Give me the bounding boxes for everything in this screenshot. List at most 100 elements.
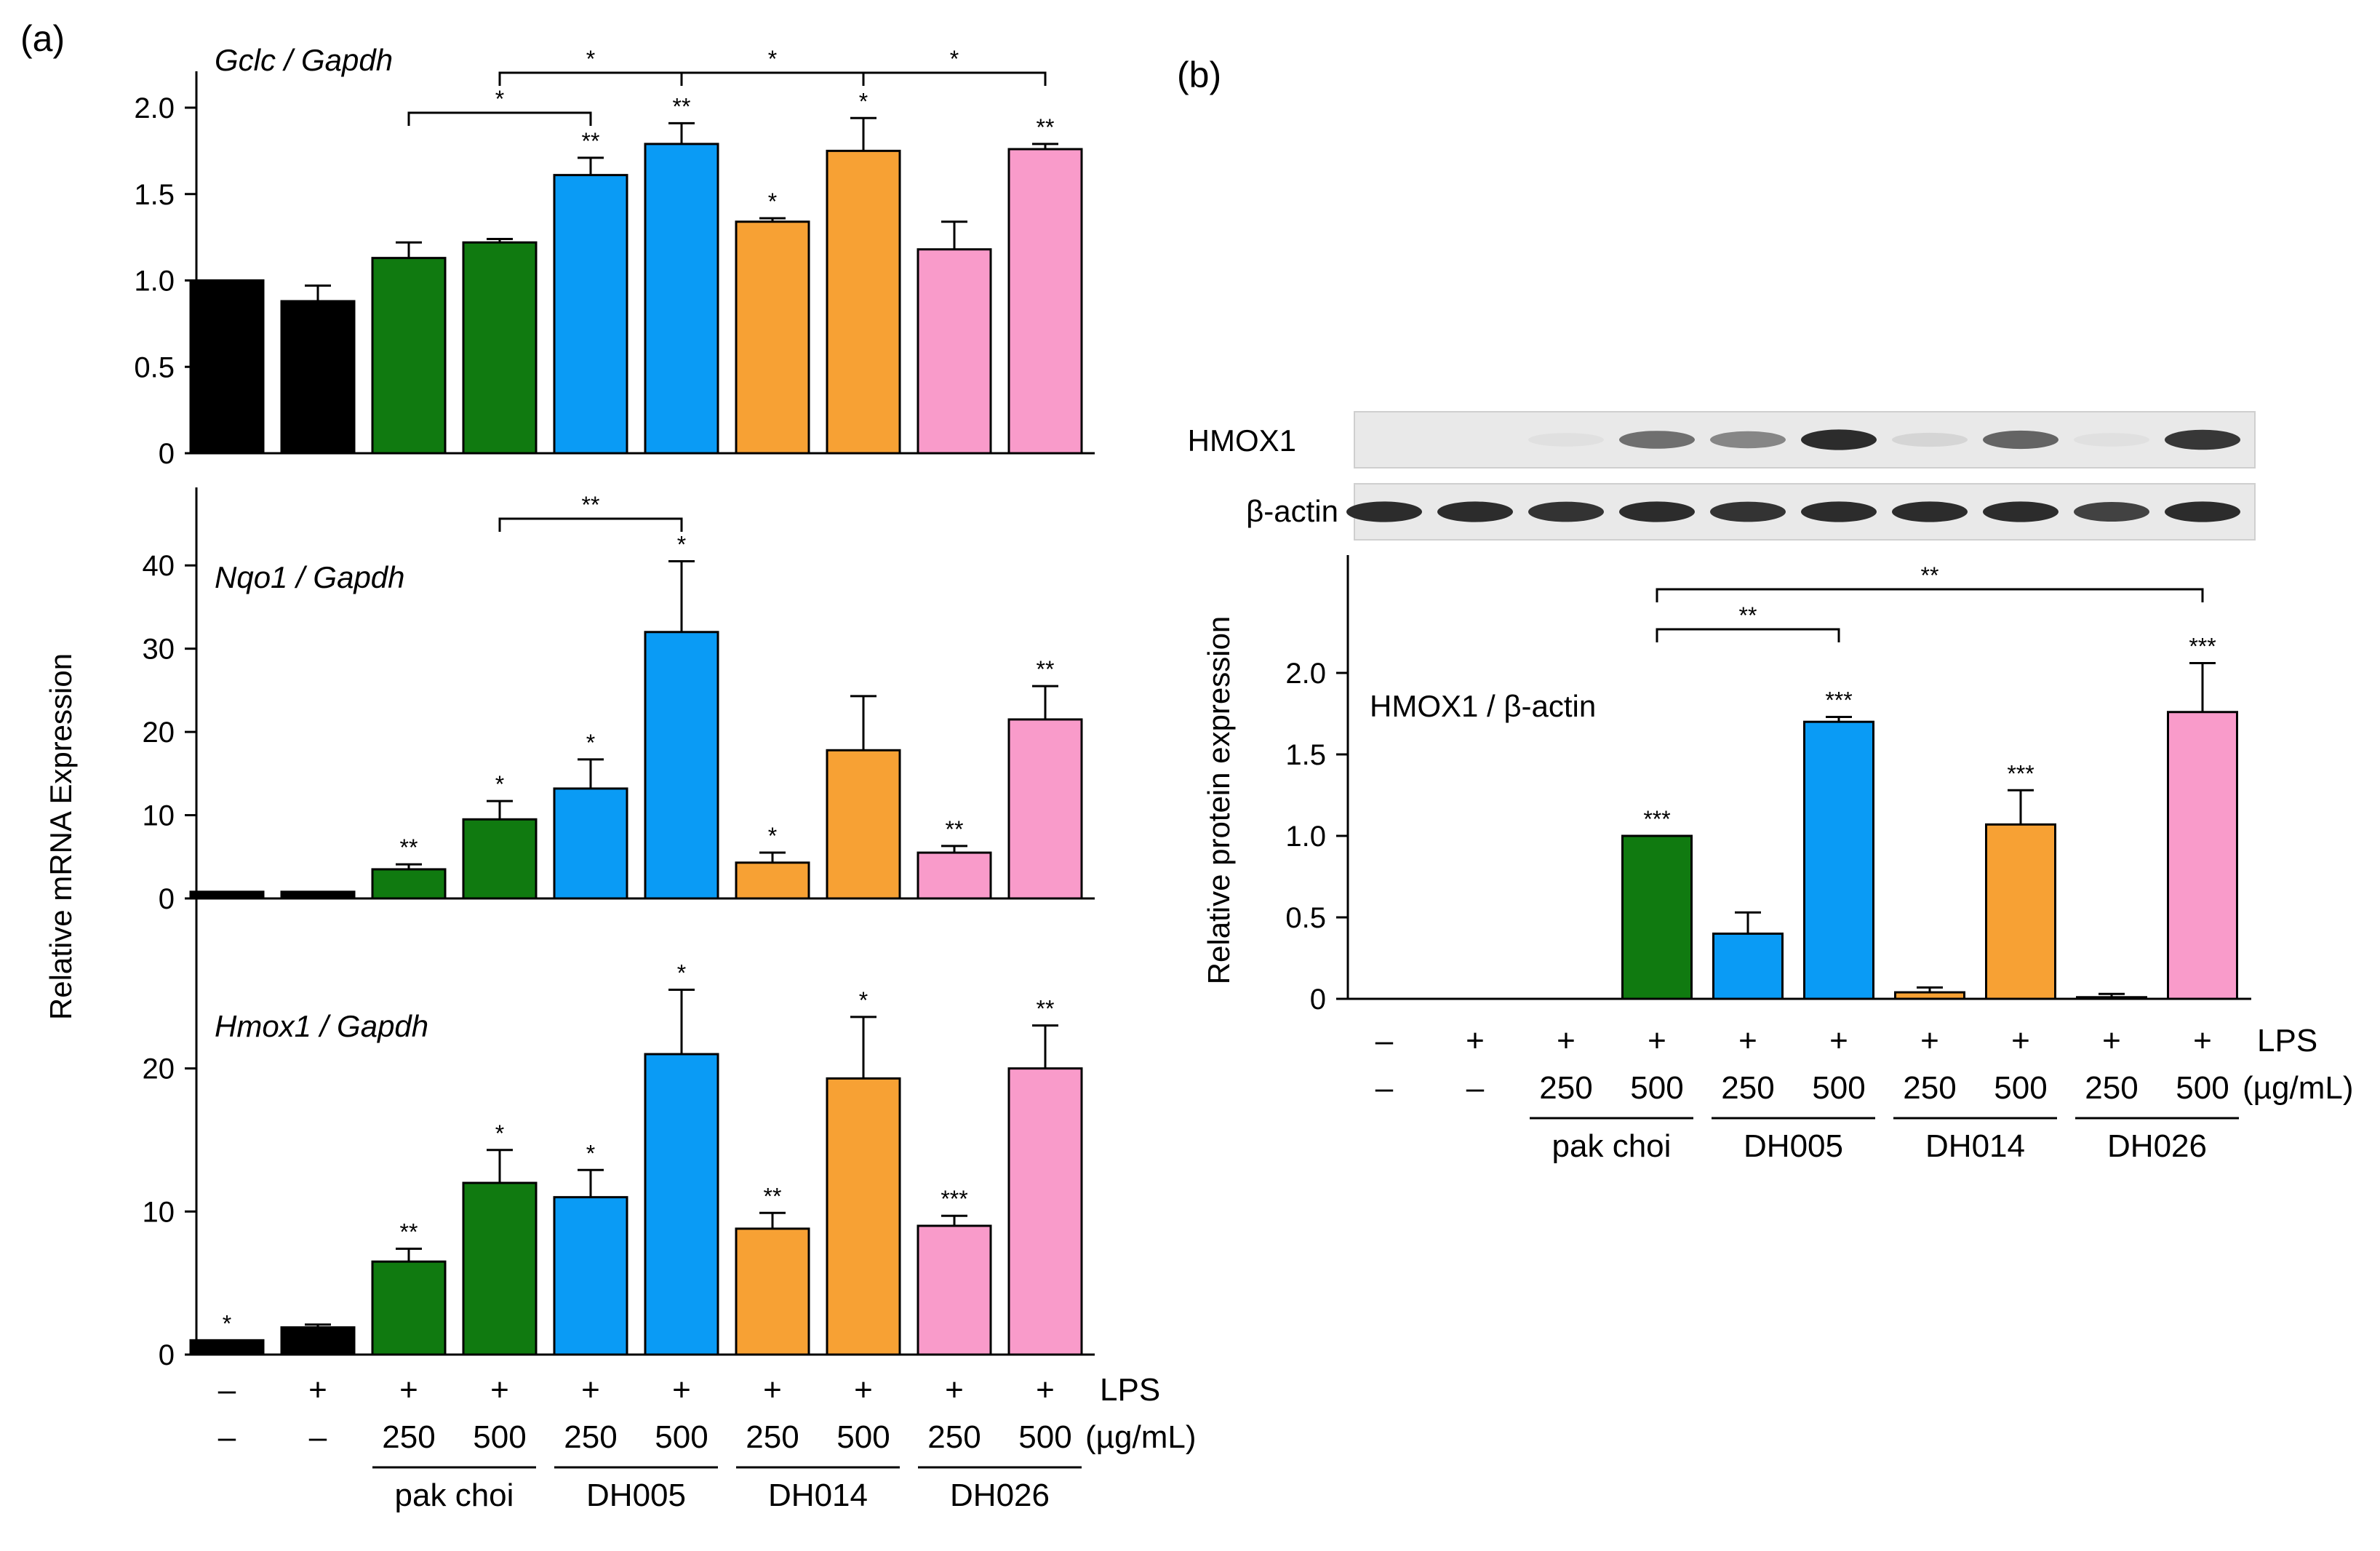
group-label: pak choi: [1552, 1128, 1672, 1164]
bar: [917, 851, 992, 900]
lps-condition: +: [2011, 1023, 2030, 1058]
significance-label: **: [1037, 114, 1055, 140]
dose-condition: –: [1375, 1070, 1394, 1106]
lps-condition: –: [218, 1372, 236, 1408]
dose-condition: 500: [1994, 1070, 2047, 1106]
dose-condition: 250: [1539, 1070, 1592, 1106]
bar: [371, 257, 447, 455]
dose-condition: –: [218, 1419, 236, 1455]
bar: [2076, 996, 2147, 1000]
y-tick-label: 0.5: [1285, 902, 1326, 934]
dose-condition: 250: [382, 1419, 435, 1455]
bar: [826, 749, 901, 900]
y-tick-label: 2.0: [1285, 658, 1326, 690]
chart-title: Gclc / Gapdh: [215, 43, 393, 77]
lps-condition: +: [1557, 1023, 1576, 1058]
bar: [1803, 720, 1874, 1000]
significance-label: *: [586, 730, 595, 756]
blot-band: [1710, 501, 1786, 522]
lps-condition: +: [2193, 1023, 2212, 1058]
dose-condition: 500: [836, 1419, 890, 1455]
dose-condition: 250: [1721, 1070, 1774, 1106]
chart-title: Nqo1 / Gapdh: [215, 560, 405, 594]
comparison-label: *: [950, 46, 959, 72]
dose-condition: 500: [1812, 1070, 1865, 1106]
lps-condition: +: [581, 1372, 600, 1408]
western-blot: HMOX1 β-actin: [1188, 411, 2256, 541]
significance-label: **: [673, 93, 691, 119]
bar: [371, 1260, 447, 1356]
blot-band: [1892, 432, 1968, 447]
dose-condition: –: [309, 1419, 327, 1455]
bar: [462, 1181, 538, 1356]
comparison-bracket: [498, 517, 683, 532]
lps-condition: +: [1920, 1023, 1939, 1058]
comparison-bracket: [862, 71, 1047, 86]
bar: [826, 149, 901, 455]
blot-band: [1983, 430, 2058, 450]
comparison-bracket: [498, 71, 683, 86]
bar: [1621, 834, 1693, 1000]
panel-a-y-axis-title: Relative mRNA Expression: [44, 653, 78, 1020]
comparison-label: **: [1739, 602, 1757, 629]
y-tick-label: 10: [143, 1196, 175, 1228]
dose-condition: 250: [1903, 1070, 1956, 1106]
dose-condition: –: [1466, 1070, 1485, 1106]
significance-label: **: [582, 128, 600, 154]
bar: [735, 220, 810, 455]
bar: [644, 1053, 719, 1356]
bar: [371, 868, 447, 900]
y-axis-title: Relative protein expression: [1202, 616, 1236, 985]
significance-label: ***: [1825, 687, 1852, 713]
significance-label: *: [495, 771, 504, 797]
bar: [462, 818, 538, 900]
lps-condition: +: [308, 1372, 327, 1408]
bar: [2167, 711, 2238, 1000]
comparison-label: *: [495, 86, 504, 112]
bar: [553, 787, 628, 900]
y-tick-label: 40: [143, 550, 175, 582]
bar: [735, 861, 810, 900]
comparison-bracket: [1656, 628, 1840, 642]
comparison-bracket: [407, 111, 592, 126]
comparison-bracket: [1656, 588, 2204, 602]
group-label: DH014: [768, 1478, 868, 1513]
group-label: pak choi: [395, 1478, 514, 1513]
bar: [1985, 823, 2056, 1000]
blot-label-actin: β-actin: [1246, 494, 1338, 528]
bar: [1007, 718, 1083, 900]
panel-label-a: (a): [20, 18, 65, 59]
blot-band: [1892, 501, 1968, 522]
y-tick-label: 30: [143, 634, 175, 666]
y-tick-label: 20: [143, 717, 175, 749]
dose-unit-label: (µg/mL): [2243, 1070, 2353, 1106]
y-tick-label: 0: [159, 883, 175, 915]
x-conditions: – + + + + + + + + + LPS – – 250 500 250 500 250 500 250 500 (…: [218, 1372, 1197, 1513]
blot-band: [1528, 501, 1604, 522]
y-tick-label: 1.0: [134, 266, 175, 298]
significance-label: **: [946, 816, 964, 842]
group-label: DH005: [586, 1478, 686, 1513]
significance-label: **: [1037, 996, 1055, 1022]
significance-label: ***: [2007, 760, 2034, 786]
significance-label: **: [1037, 656, 1055, 682]
lps-condition: +: [399, 1372, 418, 1408]
bar: [189, 1339, 265, 1356]
bar: [644, 631, 719, 900]
significance-label: *: [859, 88, 868, 114]
significance-label: *: [768, 188, 777, 215]
y-tick-label: 1.5: [1285, 739, 1326, 771]
significance-label: *: [677, 532, 686, 558]
group-label: DH026: [2107, 1128, 2207, 1164]
lps-condition: +: [763, 1372, 782, 1408]
significance-label: **: [764, 1183, 782, 1209]
dose-condition: 500: [2176, 1070, 2229, 1106]
bar: [735, 1227, 810, 1356]
blot-label-hmox1: HMOX1: [1188, 423, 1296, 458]
bar: [189, 279, 265, 455]
y-tick-label: 0: [159, 1339, 175, 1371]
y-tick-label: 10: [143, 800, 175, 832]
dose-condition: 500: [1630, 1070, 1683, 1106]
lps-condition: +: [672, 1372, 691, 1408]
bar: [1712, 932, 1784, 1000]
